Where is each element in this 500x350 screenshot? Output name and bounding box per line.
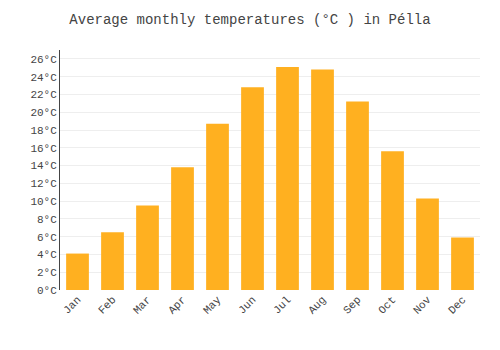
- svg-text:Feb: Feb: [96, 294, 118, 316]
- svg-text:Jan: Jan: [61, 294, 83, 316]
- svg-text:18°C: 18°C: [30, 125, 57, 137]
- svg-text:6°C: 6°C: [37, 232, 57, 244]
- svg-text:Jul: Jul: [271, 294, 293, 316]
- svg-text:Sep: Sep: [341, 294, 363, 316]
- svg-text:Mar: Mar: [131, 294, 153, 316]
- svg-text:4°C: 4°C: [37, 249, 57, 261]
- svg-text:May: May: [201, 294, 224, 317]
- svg-text:Nov: Nov: [411, 294, 434, 317]
- svg-text:Dec: Dec: [446, 294, 468, 316]
- svg-text:22°C: 22°C: [30, 89, 57, 101]
- svg-text:12°C: 12°C: [30, 178, 57, 190]
- svg-text:8°C: 8°C: [37, 214, 57, 226]
- svg-text:16°C: 16°C: [30, 143, 57, 155]
- svg-text:26°C: 26°C: [30, 54, 57, 66]
- svg-text:2°C: 2°C: [37, 267, 57, 279]
- svg-text:Average monthly temperatures (: Average monthly temperatures (°C ) in Pé…: [69, 12, 430, 28]
- svg-text:Aug: Aug: [306, 294, 328, 316]
- svg-text:0°C: 0°C: [37, 285, 57, 297]
- svg-text:Oct: Oct: [376, 294, 398, 316]
- svg-text:10°C: 10°C: [30, 196, 57, 208]
- svg-text:14°C: 14°C: [30, 160, 57, 172]
- svg-text:20°C: 20°C: [30, 107, 57, 119]
- svg-text:24°C: 24°C: [30, 72, 57, 84]
- svg-text:Apr: Apr: [166, 294, 188, 316]
- svg-text:Jun: Jun: [236, 294, 258, 316]
